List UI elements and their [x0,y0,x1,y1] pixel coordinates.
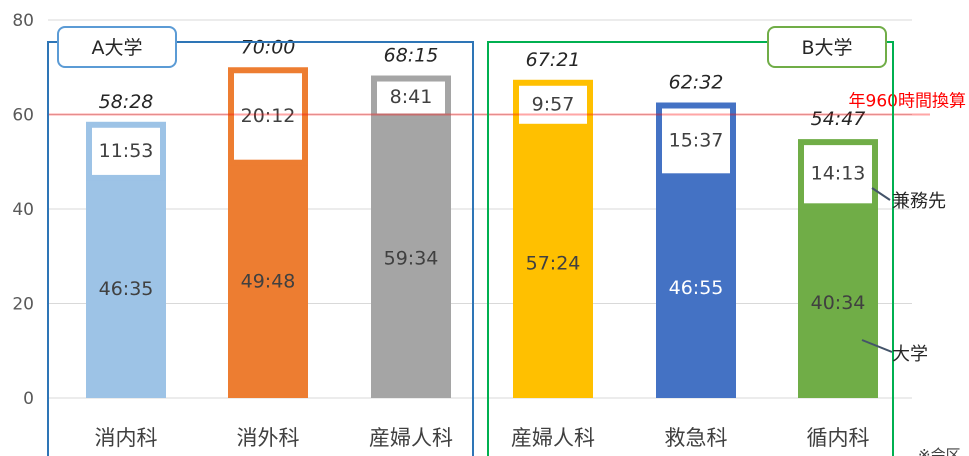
group-box [487,41,894,456]
primary-series-annotation: 大学 [892,344,928,365]
group-boxes: A大学 B大学 [47,26,894,456]
total-label: 62:32 [669,71,724,93]
reference-line-label: 年960時間換算 [849,92,966,112]
total-label: 67:21 [526,49,581,71]
bar-segment-primary [371,116,451,399]
series-annotations: 兼務先 大学 [861,187,946,365]
group-label-box [767,26,887,68]
x-category-label: 産婦人科 [369,426,453,450]
group-label: A大学 [92,37,143,59]
bar-segment-primary [228,162,308,398]
footnote: ※会区 [918,446,961,456]
group-label-box [57,26,177,68]
bar-segment-primary [513,126,593,398]
x-category-label: 産婦人科 [511,426,595,450]
x-category-label: 循内科 [807,426,870,450]
x-axis-categories: 消内科 消外科 産婦人科 産婦人科 救急科 循内科 [95,426,870,450]
bar-segment-secondary [513,79,593,130]
secondary-value-label: 20:12 [241,105,296,127]
x-category-label: 消外科 [237,426,300,450]
y-tick-label: 60 [12,106,34,126]
primary-value-label: 59:34 [384,247,439,269]
secondary-series-annotation: 兼務先 [892,191,946,212]
y-axis-ticks: 0 20 40 60 80 [12,11,34,409]
bar-segment-primary [656,176,736,398]
bar-segment-secondary [228,67,308,166]
primary-annotation-leader [861,339,893,353]
group-box [47,41,474,456]
group-label: B大学 [801,37,852,59]
secondary-value-label: 8:41 [390,86,433,108]
y-tick-label: 40 [12,200,34,220]
total-label: 70:00 [241,36,296,58]
primary-value-label: 40:34 [811,292,866,314]
bar-segment-secondary [86,121,166,181]
secondary-value-label: 15:37 [669,129,724,151]
y-tick-label: 0 [23,389,34,409]
secondary-value-label: 11:53 [99,140,154,162]
secondary-value-label: 9:57 [532,93,575,115]
total-label: 54:47 [811,108,866,130]
primary-value-label: 46:55 [669,277,724,299]
x-category-label: 消内科 [95,426,158,450]
bar-segment-secondary [656,102,736,180]
primary-value-label: 49:48 [241,270,296,292]
bars: 46:35 11:53 58:28 49:48 20:12 70:00 59:34 8:41 6… [86,36,878,399]
primary-value-label: 46:35 [99,278,154,300]
total-label: 58:28 [99,91,154,113]
bar-segment-secondary [798,139,878,210]
secondary-annotation-leader [871,187,891,201]
bar-segment-primary [86,177,166,398]
primary-value-label: 57:24 [526,252,581,274]
total-label: 68:15 [384,45,439,67]
secondary-value-label: 14:13 [811,163,866,185]
gridlines [48,19,912,399]
bar-segment-secondary [371,75,451,120]
y-tick-label: 80 [12,11,34,31]
y-tick-label: 20 [12,295,34,315]
x-category-label: 救急科 [665,426,728,450]
bar-segment-primary [798,206,878,398]
